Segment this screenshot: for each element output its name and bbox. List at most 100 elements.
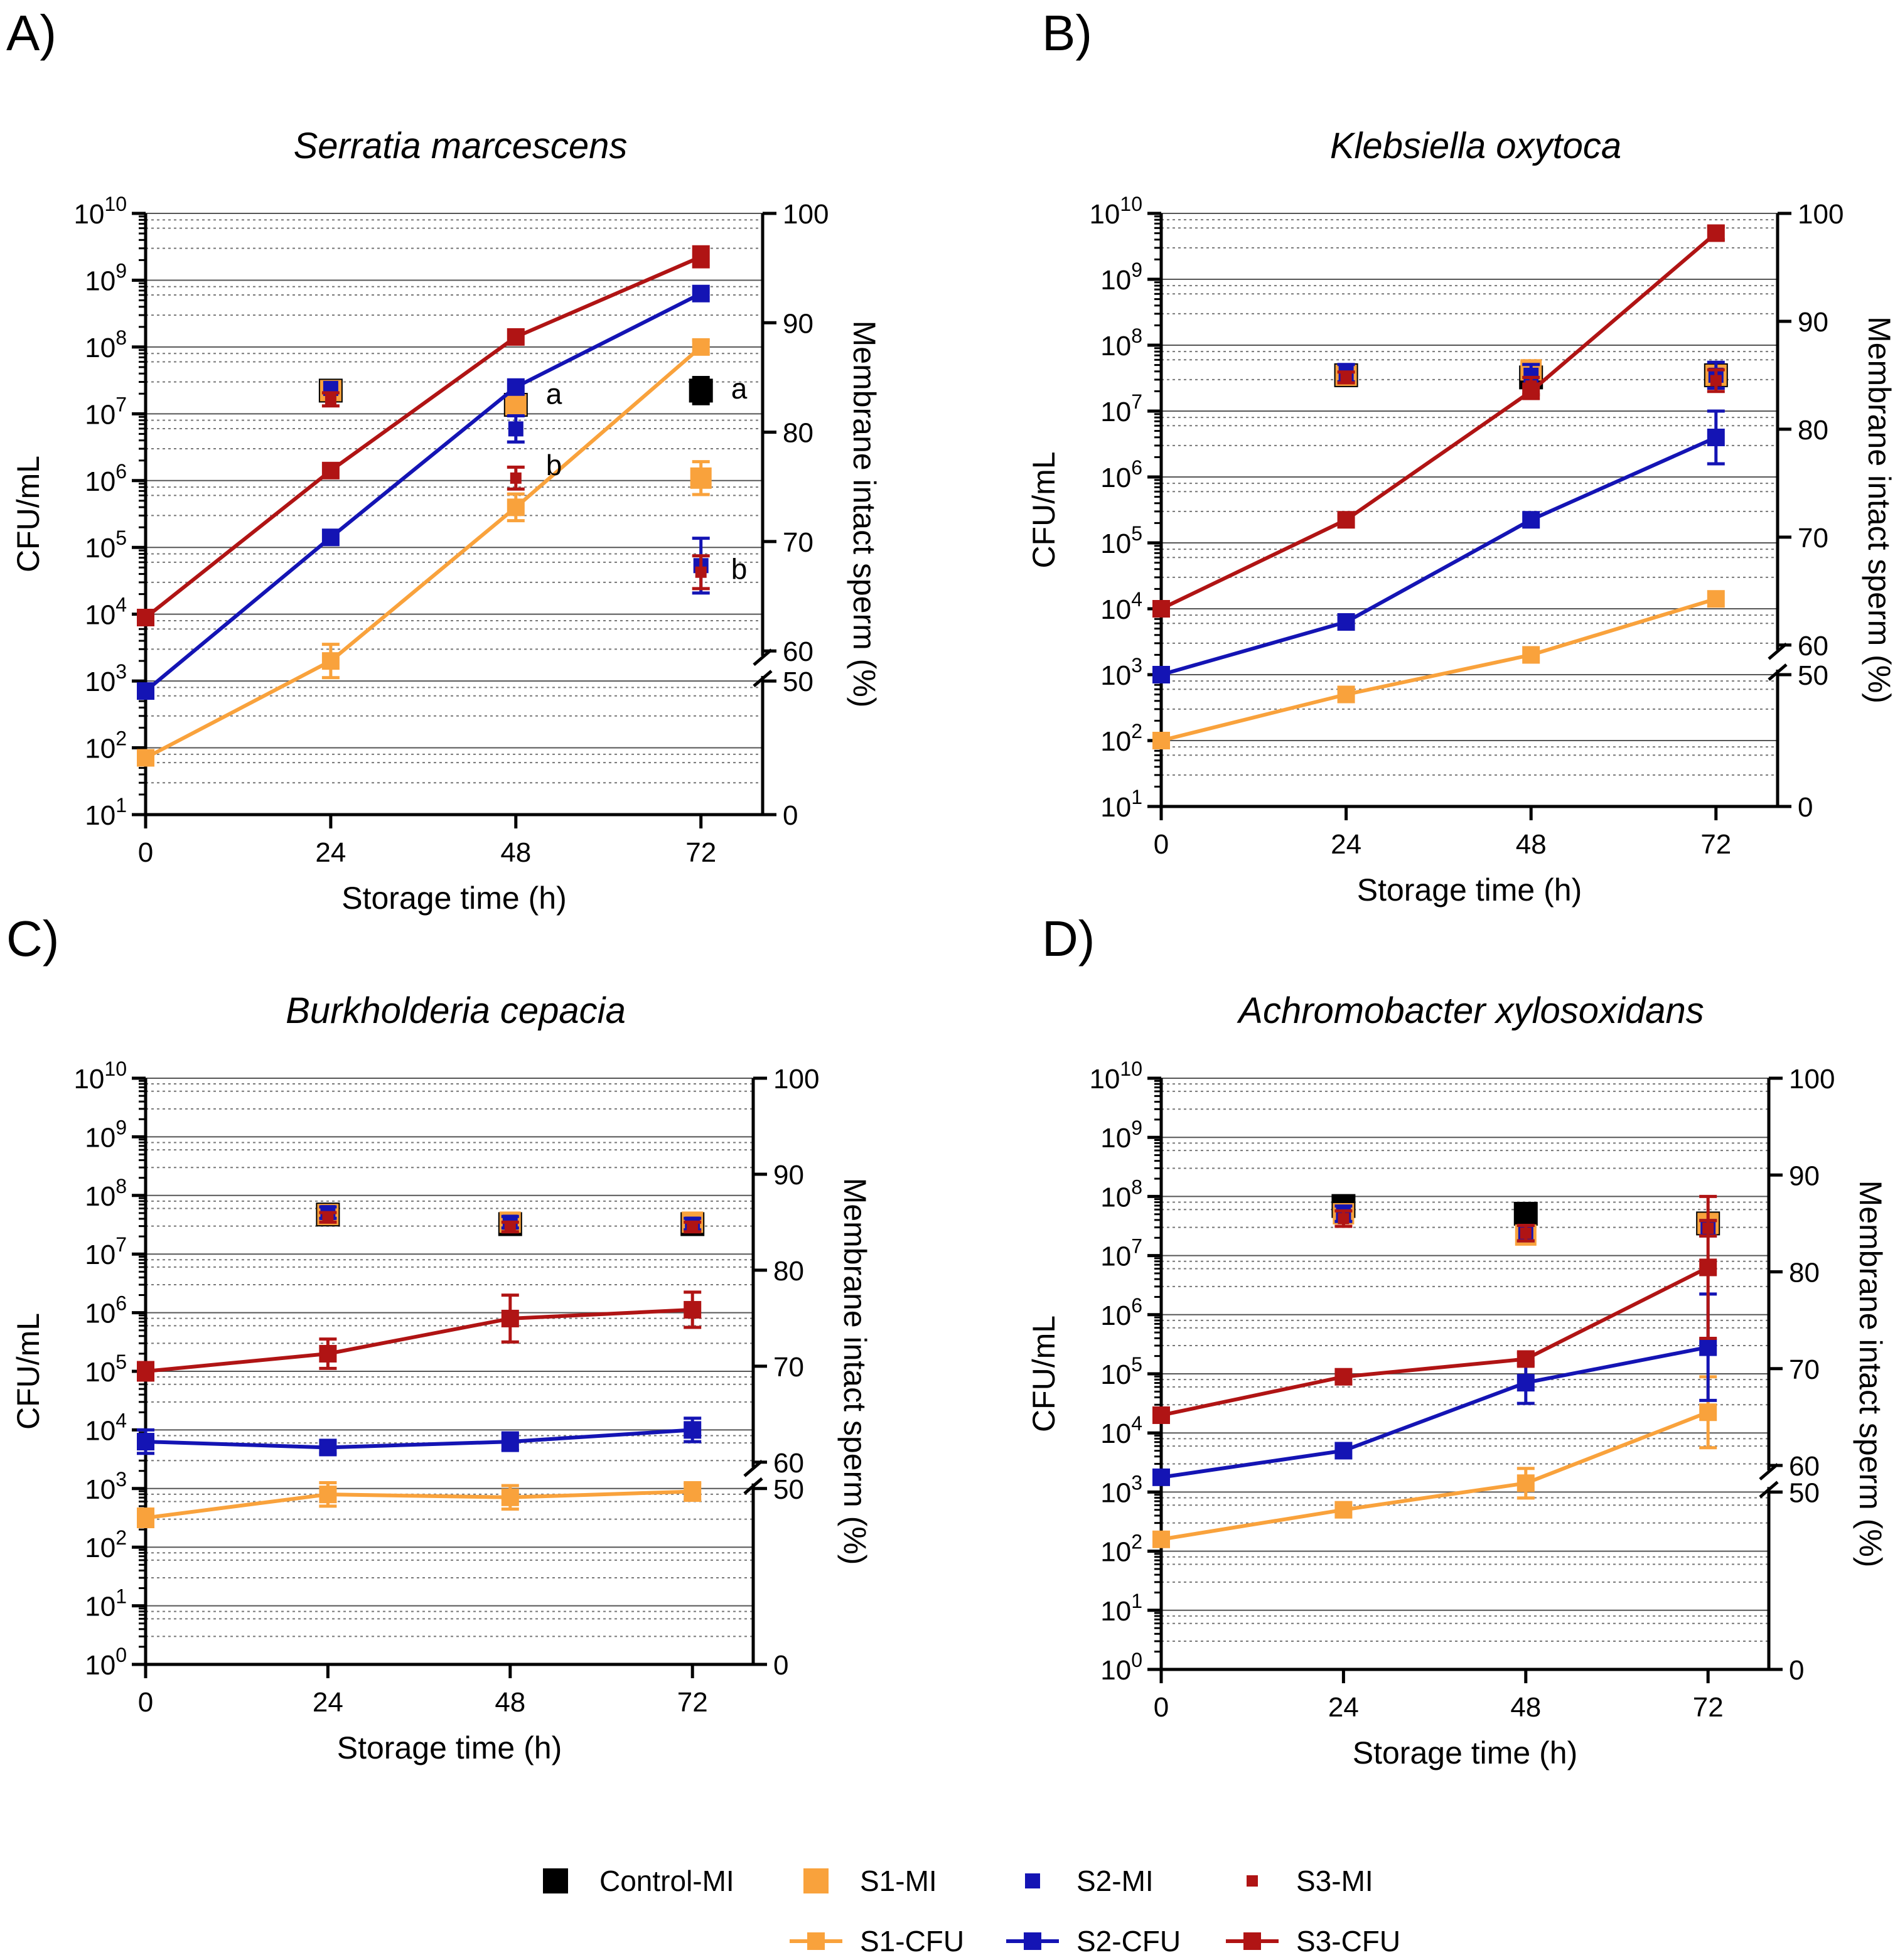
cfu-marker xyxy=(1522,382,1540,400)
cfu-marker xyxy=(501,1488,519,1506)
cfu-marker xyxy=(1152,1530,1170,1548)
y-tick-label: 102 xyxy=(1100,720,1142,757)
y2-tick-label: 50 xyxy=(773,1474,804,1505)
y-tick-label: 109 xyxy=(85,1116,127,1153)
mi-marker xyxy=(1513,1201,1538,1226)
cfu-marker xyxy=(1707,429,1725,446)
y-axis-title: CFU/mL xyxy=(11,456,46,572)
s2-cfu-series xyxy=(1152,1292,1717,1486)
y-tick-label: 105 xyxy=(85,527,127,564)
significance-letter: b xyxy=(546,449,562,481)
cfu-marker xyxy=(1152,1406,1170,1424)
cfu-marker xyxy=(692,284,710,303)
y2-tick-label: 80 xyxy=(1798,415,1828,446)
x-tick-label: 0 xyxy=(1154,1692,1169,1723)
s1-cfu-series xyxy=(137,1481,702,1529)
cfu-marker xyxy=(507,378,525,396)
x-tick-label: 48 xyxy=(1510,1692,1541,1723)
y2-tick-label: 0 xyxy=(1798,792,1813,823)
y2-tick-label: 90 xyxy=(1789,1160,1820,1191)
y-axis-title: CFU/mL xyxy=(1026,451,1061,568)
chart-title: Klebsiella oxytoca xyxy=(1330,126,1621,166)
y2-tick-label: 90 xyxy=(773,1160,804,1191)
cfu-marker xyxy=(1699,1338,1717,1356)
x-tick-label: 0 xyxy=(138,837,153,868)
y-tick-label: 108 xyxy=(85,1175,127,1212)
legend-marker xyxy=(1024,1932,1041,1950)
y-tick-label: 103 xyxy=(1100,654,1142,691)
y-tick-label: 101 xyxy=(1100,786,1142,823)
x-axis-title: Storage time (h) xyxy=(337,1730,562,1765)
y2-tick-label: 70 xyxy=(773,1352,804,1383)
s1-cfu-series xyxy=(1152,1375,1717,1548)
cfu-marker xyxy=(137,749,154,767)
y2-tick-label: 90 xyxy=(783,308,813,339)
mi-marker xyxy=(325,394,336,405)
legend-label: S1-CFU xyxy=(860,1925,964,1957)
legend-entry-s1-mi: S1-MI xyxy=(803,1865,937,1897)
y2-tick-label: 70 xyxy=(783,527,813,558)
y2-tick-label: 60 xyxy=(1798,631,1828,661)
y2-axis-title: Membrane intact sperm (%) xyxy=(837,1178,872,1565)
cfu-line xyxy=(145,1489,693,1520)
y2-tick-label: 90 xyxy=(1798,307,1828,338)
x-tick-label: 48 xyxy=(500,837,531,868)
legend-entry-s1-cfu: S1-CFU xyxy=(790,1925,964,1957)
mi-marker xyxy=(689,378,713,403)
legend-entry-s2-mi: S2-MI xyxy=(1025,1865,1154,1897)
cfu-marker xyxy=(1707,590,1725,608)
mi-marker xyxy=(505,394,527,416)
cfu-marker xyxy=(137,608,154,626)
cfu-marker xyxy=(1699,1403,1717,1422)
gridlines xyxy=(146,213,763,784)
y-tick-label: 103 xyxy=(85,1468,127,1505)
s3-mi-series xyxy=(319,1211,702,1234)
y-tick-label: 106 xyxy=(85,1292,127,1329)
y-tick-label: 1010 xyxy=(1089,193,1142,230)
axis-break-mark xyxy=(1759,1481,1779,1499)
mi-marker xyxy=(510,472,522,484)
cfu-marker xyxy=(1334,1501,1353,1519)
legend-marker xyxy=(543,1868,568,1893)
y-tick-label: 107 xyxy=(85,393,127,430)
y-tick-label: 102 xyxy=(85,727,127,764)
y-tick-label: 106 xyxy=(1100,456,1142,493)
cfu-line xyxy=(1161,436,1717,677)
cfu-marker xyxy=(321,528,340,547)
x-tick-label: 72 xyxy=(677,1687,708,1718)
y2-tick-label: 0 xyxy=(783,800,798,831)
legend-label: S3-CFU xyxy=(1296,1925,1400,1957)
y-tick-label: 107 xyxy=(1100,1235,1142,1272)
mi-marker xyxy=(690,467,712,489)
legend-marker xyxy=(807,1932,825,1950)
cfu-line xyxy=(144,292,702,693)
s3-cfu-series xyxy=(1152,224,1725,618)
y-tick-label: 104 xyxy=(1100,1412,1142,1449)
cfu-marker xyxy=(137,1433,154,1451)
mi-marker xyxy=(508,421,523,437)
cfu-marker xyxy=(501,1433,519,1451)
x-tick-label: 72 xyxy=(1700,829,1731,860)
significance-letter: a xyxy=(731,372,748,405)
y2-tick-label: 70 xyxy=(1798,523,1828,554)
cfu-marker xyxy=(321,461,340,479)
significance-letter: a xyxy=(546,378,562,410)
y2-tick-label: 80 xyxy=(773,1256,804,1287)
y-tick-label: 107 xyxy=(85,1233,127,1270)
x-axis-title: Storage time (h) xyxy=(1353,1735,1577,1770)
s3-mi-series xyxy=(321,391,710,591)
cfu-marker xyxy=(319,1438,337,1457)
y-tick-label: 102 xyxy=(1100,1531,1142,1568)
y2-tick-label: 0 xyxy=(1789,1655,1804,1686)
y2-axis-title: Membrane intact sperm (%) xyxy=(847,321,882,708)
y2-tick-label: 100 xyxy=(783,199,829,230)
y-tick-label: 102 xyxy=(85,1526,127,1563)
cfu-marker xyxy=(1334,1368,1353,1386)
cfu-marker xyxy=(684,1421,702,1439)
y-tick-label: 101 xyxy=(85,1585,127,1622)
y-tick-label: 108 xyxy=(85,326,127,363)
y2-axis-title: Membrane intact sperm (%) xyxy=(1853,1181,1888,1568)
cfu-marker xyxy=(1334,1442,1353,1460)
panel-letter: C) xyxy=(6,911,59,967)
